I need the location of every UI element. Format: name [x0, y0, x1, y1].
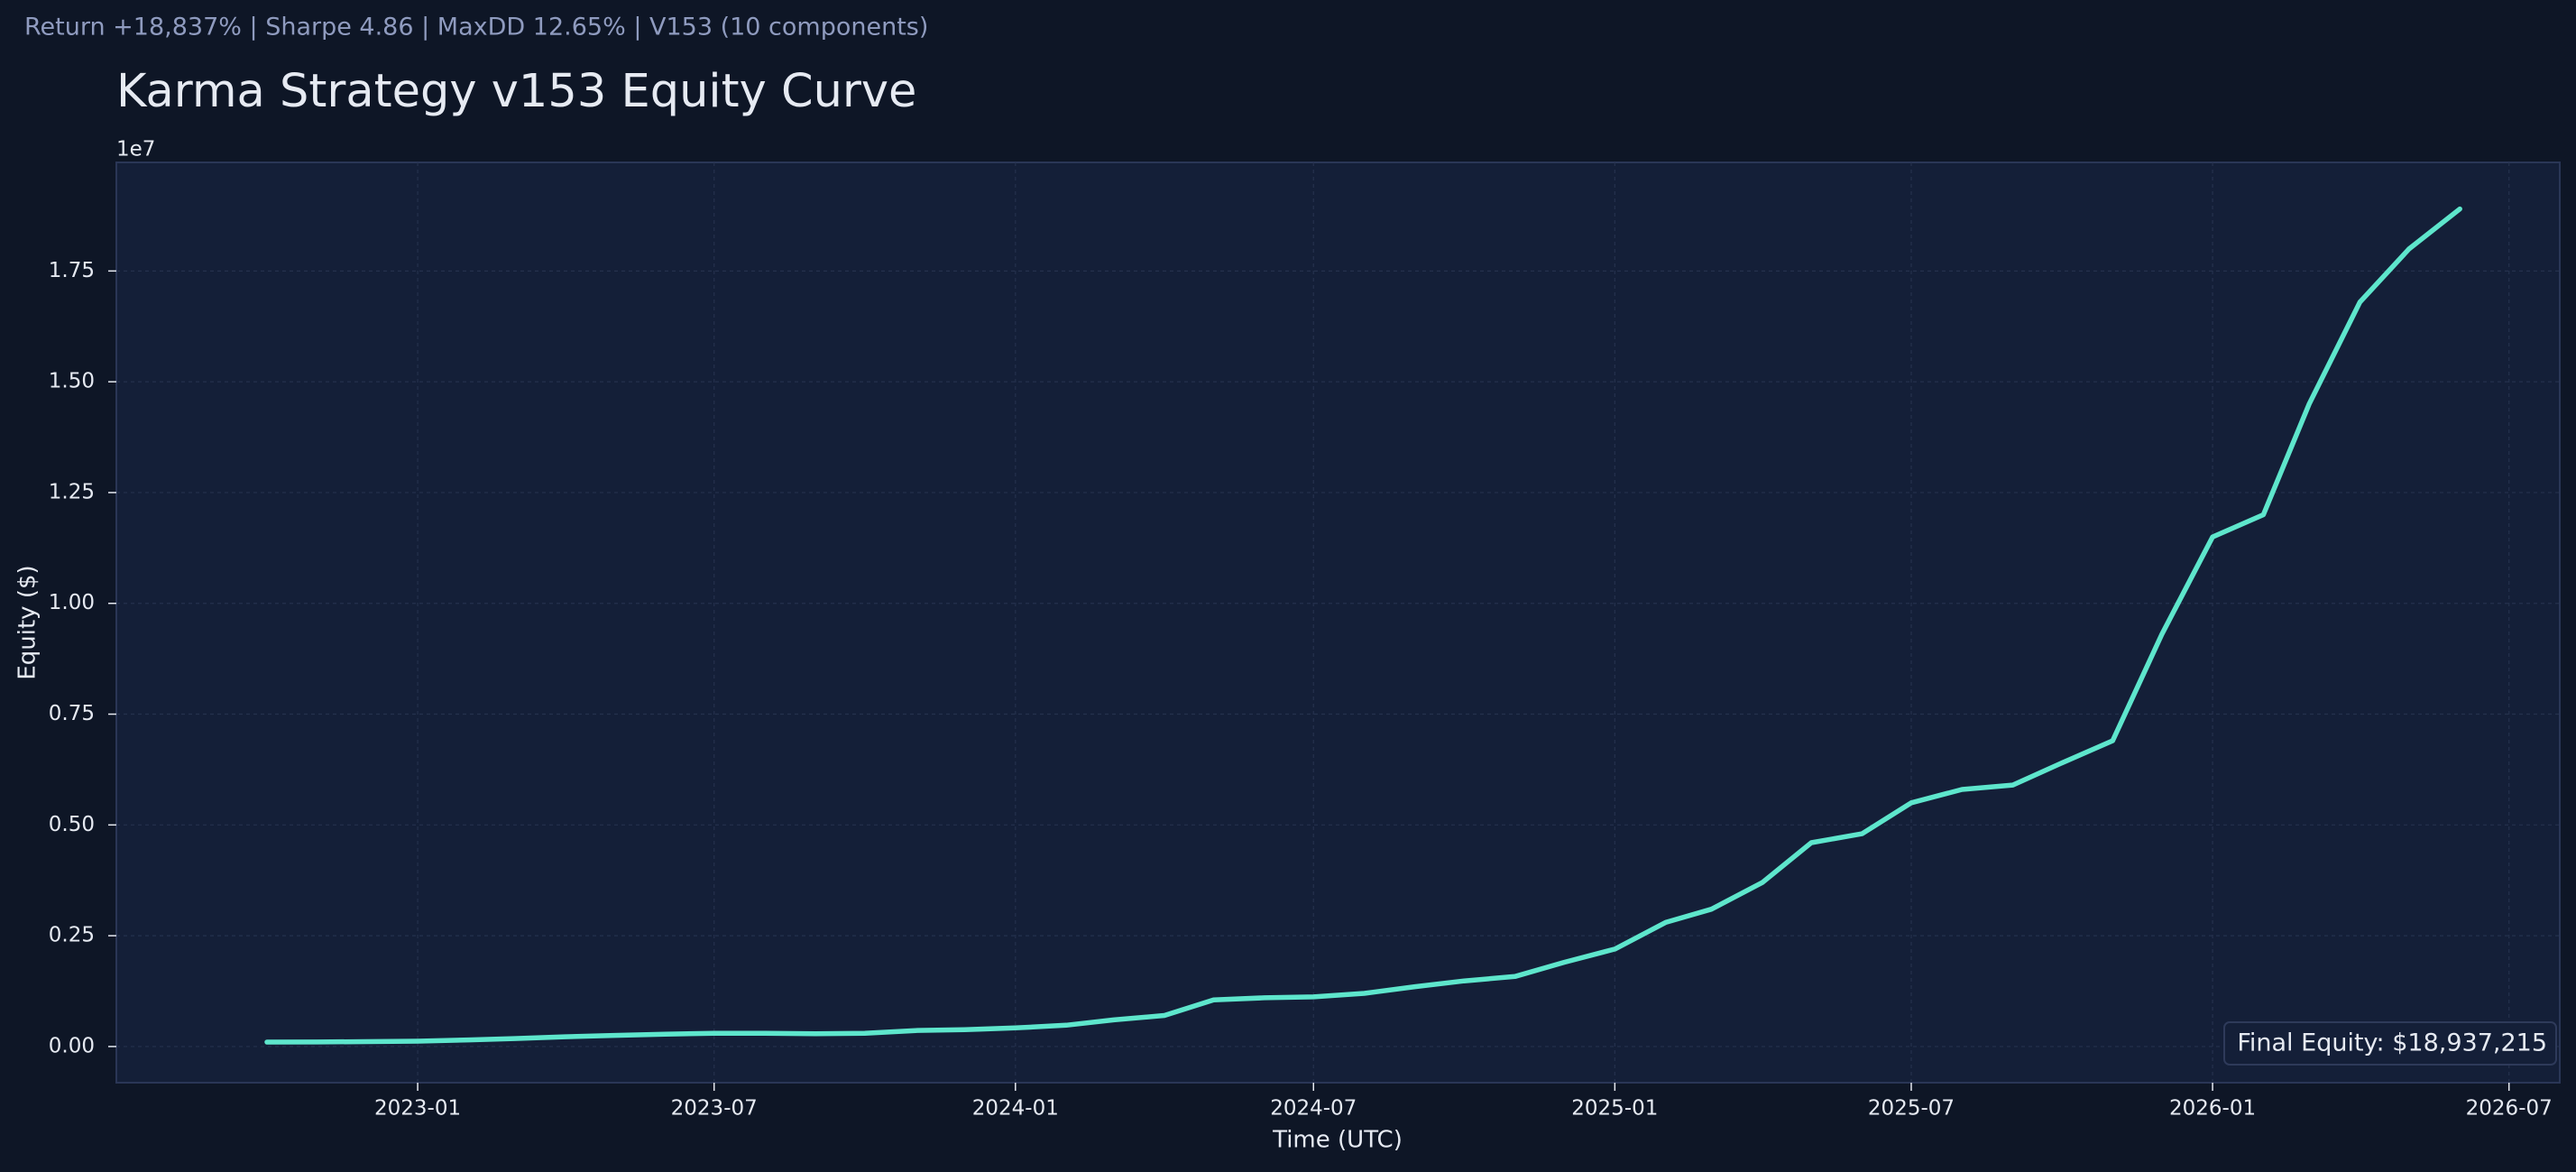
grid	[116, 162, 2560, 1083]
x-tick-label: 2024-07	[1270, 1097, 1357, 1121]
y-axis-label: Equity ($)	[14, 565, 41, 679]
subtitle: Return +18,837% | Sharpe 4.86 | MaxDD 12…	[24, 14, 928, 42]
marks	[264, 206, 2462, 1045]
x-tick-label: 2026-07	[2466, 1097, 2553, 1121]
y-tick-label: 1.25	[49, 480, 95, 503]
x-tick-label: 2023-07	[671, 1097, 758, 1121]
x-tick-label: 2026-01	[2169, 1097, 2256, 1121]
annotation-box	[2223, 1021, 2557, 1066]
y-tick-label: 0.25	[49, 924, 95, 947]
y-tick-label: 0.75	[49, 702, 95, 725]
plot-area	[115, 161, 2561, 1084]
x-tick-label: 2023-01	[374, 1097, 461, 1121]
x-axis-label: Time (UTC)	[1272, 1127, 1403, 1154]
y-tick-label: 0.50	[49, 813, 95, 836]
chart-title: Karma Strategy v153 Equity Curve	[116, 65, 916, 118]
x-tick-label: 2025-07	[1868, 1097, 1955, 1121]
offset-label: 1e7	[116, 138, 155, 161]
equity-line	[264, 206, 2462, 1045]
annotation: Final Equity: $18,937,215	[2237, 1029, 2547, 1057]
y-tick-label: 1.00	[49, 591, 95, 614]
y-tick-label: 1.50	[49, 370, 95, 393]
y-tick-label: 1.75	[49, 259, 95, 282]
x-tick-label: 2024-01	[972, 1097, 1059, 1121]
y-tick-label: 0.00	[49, 1034, 95, 1057]
x-tick-label: 2025-01	[1571, 1097, 1658, 1121]
